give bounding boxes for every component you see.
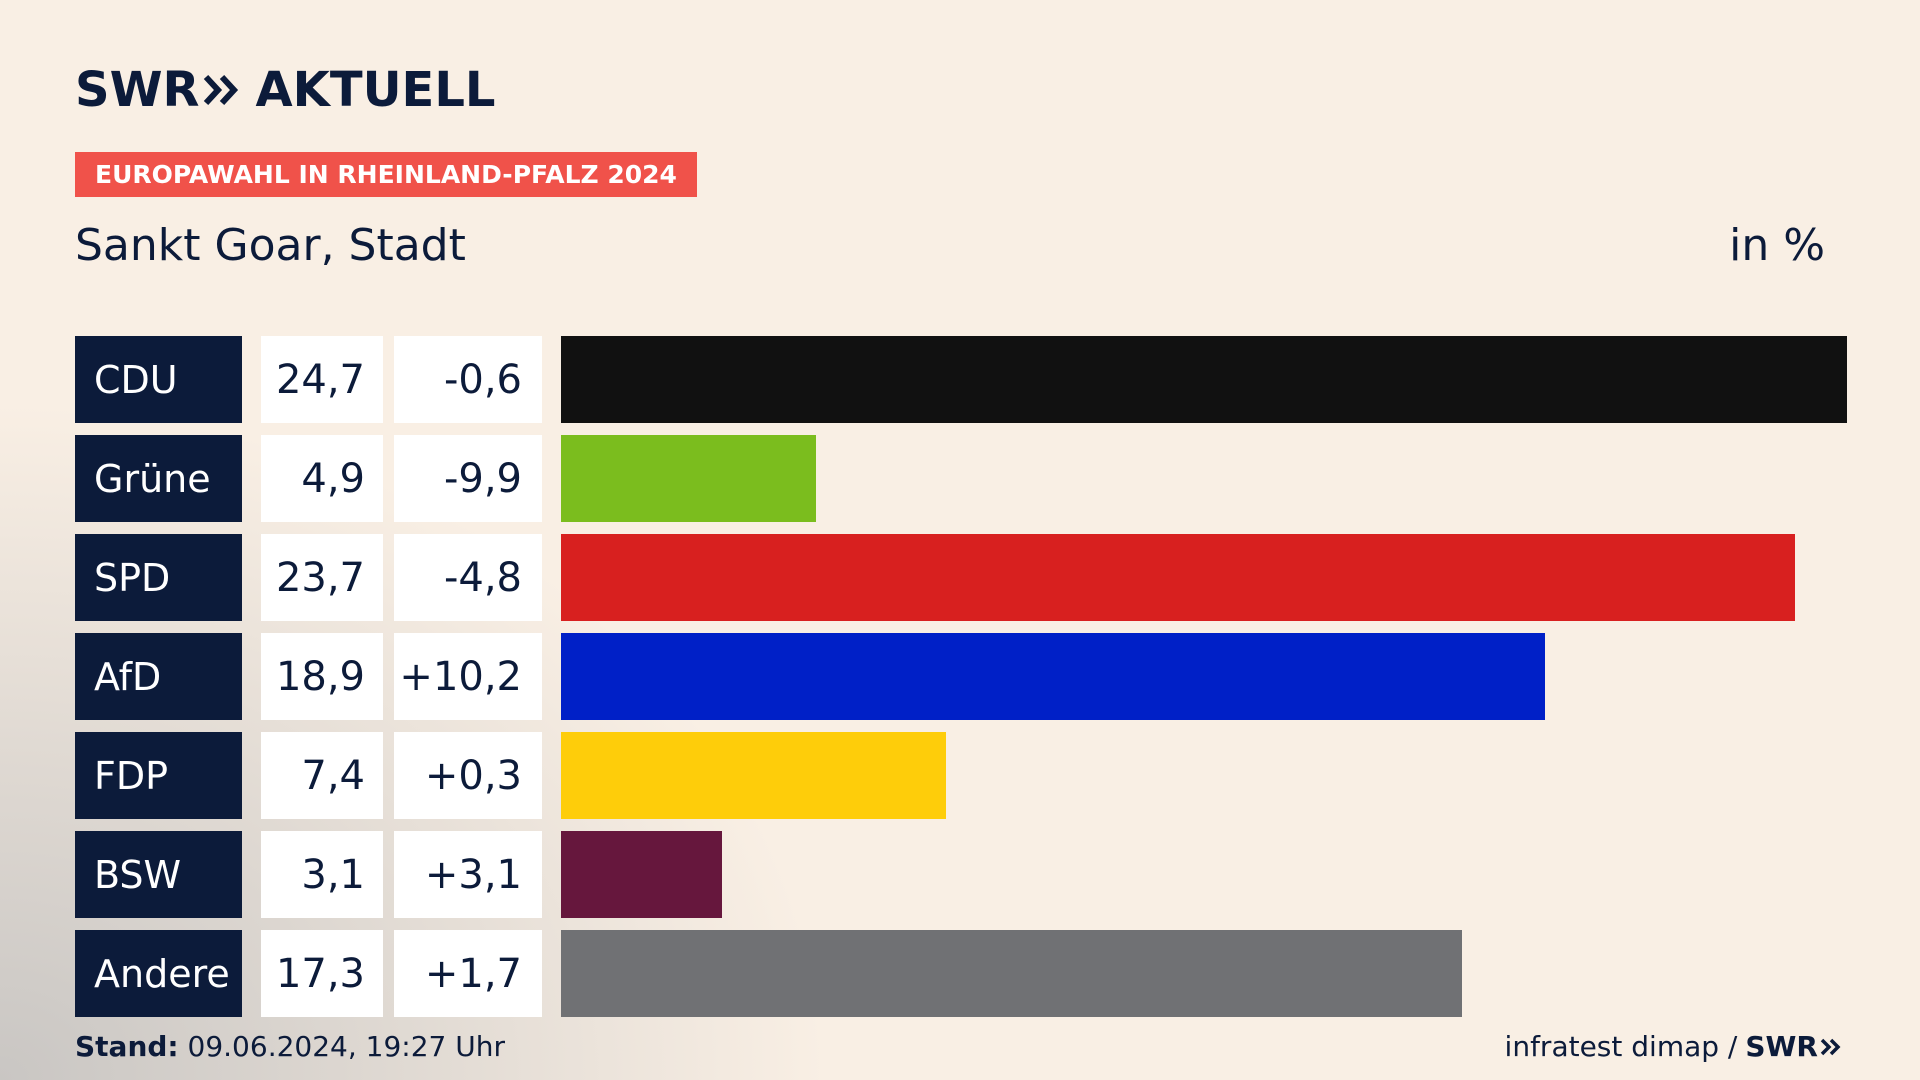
party-label: CDU	[75, 336, 242, 423]
bar-afd	[561, 633, 1545, 720]
bar-andere	[561, 930, 1462, 1017]
bar-spd	[561, 534, 1795, 621]
result-row: CDU 24,7 -0,6	[75, 336, 1847, 423]
bar-cdu	[561, 336, 1847, 423]
party-label: AfD	[75, 633, 242, 720]
election-badge: EUROPAWAHL IN RHEINLAND-PFALZ 2024	[75, 152, 697, 197]
result-row: FDP 7,4 +0,3	[75, 732, 1847, 819]
unit-label: in %	[1729, 220, 1825, 271]
change-label: +1,7	[394, 930, 542, 1017]
result-row: BSW 3,1 +3,1	[75, 831, 1847, 918]
bar-fdp	[561, 732, 946, 819]
result-row: AfD 18,9 +10,2	[75, 633, 1847, 720]
party-label: FDP	[75, 732, 242, 819]
stand-value: 09.06.2024, 19:27 Uhr	[187, 1030, 505, 1063]
source-text: infratest dimap /	[1504, 1030, 1738, 1063]
swr-aktuell-logo: SWR AKTUELL	[75, 66, 496, 114]
result-row: SPD 23,7 -4,8	[75, 534, 1847, 621]
vote-share-label: 17,3	[261, 930, 383, 1017]
location-title: Sankt Goar, Stadt	[75, 220, 466, 271]
result-row: Grüne 4,9 -9,9	[75, 435, 1847, 522]
bar-grüne	[561, 435, 816, 522]
source-credit: infratest dimap / SWR	[1505, 1030, 1842, 1063]
change-label: -9,9	[394, 435, 542, 522]
swr-small-logo-text: SWR	[1745, 1030, 1818, 1063]
party-label: Andere	[75, 930, 242, 1017]
vote-share-label: 7,4	[261, 732, 383, 819]
vote-share-label: 4,9	[261, 435, 383, 522]
party-label: SPD	[75, 534, 242, 621]
change-label: +10,2	[394, 633, 542, 720]
logo-aktuell-text: AKTUELL	[255, 62, 496, 118]
party-label: BSW	[75, 831, 242, 918]
vote-share-label: 24,7	[261, 336, 383, 423]
stand-label: Stand:	[75, 1030, 179, 1063]
result-row: Andere 17,3 +1,7	[75, 930, 1847, 1017]
vote-share-label: 18,9	[261, 633, 383, 720]
logo-swr-text: SWR	[75, 62, 200, 118]
double-chevron-icon	[1820, 1038, 1841, 1055]
change-label: +3,1	[394, 831, 542, 918]
timestamp: Stand: 09.06.2024, 19:27 Uhr	[75, 1030, 505, 1063]
change-label: -0,6	[394, 336, 542, 423]
vote-share-label: 3,1	[261, 831, 383, 918]
bar-bsw	[561, 831, 722, 918]
change-label: -4,8	[394, 534, 542, 621]
vote-share-label: 23,7	[261, 534, 383, 621]
change-label: +0,3	[394, 732, 542, 819]
party-label: Grüne	[75, 435, 242, 522]
double-chevron-icon	[204, 74, 239, 106]
